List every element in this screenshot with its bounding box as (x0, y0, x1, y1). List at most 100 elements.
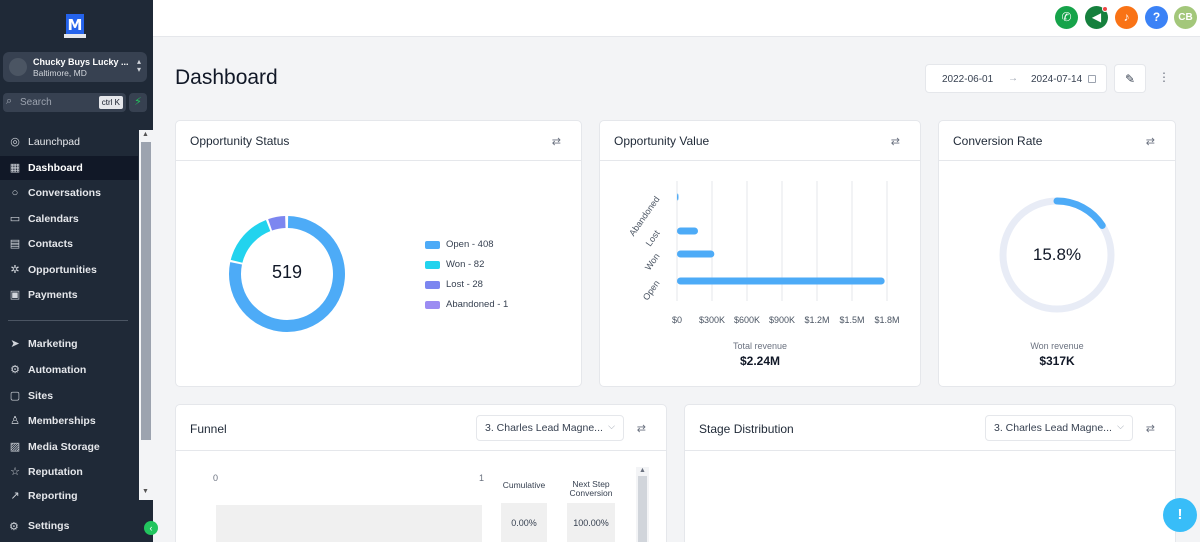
page-title: Dashboard (175, 66, 278, 89)
sidebar-item-payments[interactable]: ▣ Payments (0, 283, 138, 307)
sidebar-item-reporting[interactable]: ↗ Reporting (0, 485, 138, 503)
scrollbar-thumb[interactable] (638, 476, 647, 542)
date-end[interactable]: 2024-07-14 (1031, 74, 1083, 85)
select-value: 3. Charles Lead Magne... (994, 422, 1112, 434)
bar-abandoned[interactable] (677, 193, 679, 201)
next-step-value: 100.00% (573, 518, 609, 528)
filter-icon[interactable]: ⇄ (1145, 136, 1155, 148)
opportunity-status-donut (229, 216, 345, 332)
calendar-icon: ▭ (9, 213, 21, 225)
help-icon: ? (1152, 10, 1161, 24)
sidebar-item-memberships[interactable]: ♙ Memberships (0, 409, 138, 433)
search-placeholder: Search (20, 97, 52, 108)
x-tick-label: $300K (699, 315, 725, 325)
edit-dashboard-button[interactable]: ✎ (1114, 64, 1146, 93)
legend-won[interactable]: Won - 82 (425, 259, 484, 270)
funnel-pipeline-select[interactable]: 3. Charles Lead Magne... ⌵ (476, 415, 624, 441)
help-button[interactable]: ? (1145, 6, 1168, 29)
filter-icon[interactable]: ⇄ (1145, 423, 1155, 435)
avatar-initials: CB (1178, 12, 1193, 23)
support-chat-button[interactable]: ! (1163, 498, 1197, 532)
legend-open[interactable]: Open - 408 (425, 239, 494, 250)
sidebar-item-calendars[interactable]: ▭ Calendars (0, 207, 138, 231)
sidebar-item-label: Launchpad (28, 136, 80, 148)
sidebar-item-label: Media Storage (28, 441, 100, 453)
filter-icon[interactable]: ⇄ (636, 423, 646, 435)
card-title: Funnel (190, 422, 227, 436)
x-tick-label: $900K (769, 315, 795, 325)
announcements-button[interactable]: ◀ (1085, 6, 1108, 29)
x-tick-label: $1.8M (874, 315, 899, 325)
notification-dot (1102, 6, 1108, 12)
sidebar-item-sites[interactable]: ▢ Sites (0, 384, 138, 408)
select-value: 3. Charles Lead Magne... (485, 422, 603, 434)
notifications-button[interactable]: ♪ (1115, 6, 1138, 29)
legend-lost[interactable]: Lost - 28 (425, 279, 483, 290)
filter-icon[interactable]: ⇄ (551, 136, 561, 148)
sidebar-item-dashboard[interactable]: ▦ Dashboard (0, 156, 138, 180)
pencil-icon: ✎ (1124, 72, 1136, 86)
sidebar-item-marketing[interactable]: ➤ Marketing (0, 332, 138, 356)
sidebar-item-label: Conversations (28, 187, 101, 199)
user-avatar[interactable]: CB (1174, 6, 1197, 29)
donut-slice-lost[interactable] (268, 216, 286, 231)
sidebar-item-media-storage[interactable]: ▨ Media Storage (0, 435, 138, 459)
opportunity-value-card: Opportunity Value ⇄ $0 $300K $600K $900K $1.… (599, 120, 921, 387)
legend-label: Open - 408 (446, 239, 494, 250)
donut-slice-open[interactable] (229, 216, 345, 332)
stage-pipeline-select[interactable]: 3. Charles Lead Magne... ⌵ (985, 415, 1133, 441)
sidebar-item-opportunities[interactable]: ✲ Opportunities (0, 258, 138, 282)
sidebar-item-automation[interactable]: ⚙ Automation (0, 358, 138, 382)
card-header: Opportunity Value ⇄ (600, 121, 920, 161)
more-options-button[interactable]: ⋮ (1158, 70, 1170, 84)
sidebar-item-reputation[interactable]: ☆ Reputation (0, 460, 138, 484)
conversion-rate-percent: 15.8% (1032, 245, 1082, 264)
account-name: Chucky Buys Lucky ... (33, 57, 129, 67)
card-title: Opportunity Value (614, 134, 710, 148)
bar-lost[interactable] (677, 227, 698, 235)
filter-icon[interactable]: ⇄ (890, 136, 900, 148)
search-shortcut: ctrl K (98, 96, 123, 109)
total-revenue-value: $2.24M (739, 354, 781, 368)
x-tick-label: $1.5M (839, 315, 864, 325)
funnel-scrollbar[interactable]: ▲ (636, 467, 649, 542)
chat-icon: ! (1177, 506, 1183, 523)
sidebar-item-label: Sites (28, 390, 54, 402)
date-start[interactable]: 2022-06-01 (942, 74, 994, 85)
sidebar-item-launchpad[interactable]: ◎ Launchpad (0, 130, 138, 154)
next-step-header: Next Step Conversion (569, 479, 613, 498)
donut-slice-won[interactable] (230, 219, 271, 264)
sidebar-scrollbar[interactable]: ▲ ▼ (139, 130, 153, 500)
legend-abandoned[interactable]: Abandoned - 1 (425, 299, 508, 310)
scroll-up-arrow-icon[interactable]: ▲ (142, 131, 149, 138)
search-input[interactable]: ⌕ Search ctrl K (3, 93, 126, 112)
company-logo[interactable]: M (60, 10, 90, 40)
sidebar: M Chucky Buys Lucky ... Baltimore, MD ▴ ▾… (0, 0, 153, 542)
legend-label: Abandoned - 1 (446, 299, 509, 310)
legend-label: Lost - 28 (446, 279, 483, 290)
sidebar-item-label: Calendars (28, 213, 79, 225)
sidebar-item-conversations[interactable]: ○ Conversations (0, 181, 138, 205)
funnel-bar (216, 505, 482, 542)
phone-button[interactable]: ✆ (1055, 6, 1078, 29)
quick-actions-bolt-icon[interactable]: ⚡ (129, 93, 147, 112)
sidebar-item-label: Settings (28, 520, 70, 532)
collapse-sidebar-button[interactable]: ‹ (144, 521, 158, 535)
search-icon: ⌕ (6, 95, 13, 107)
payments-icon: ▣ (9, 289, 21, 301)
date-range-picker[interactable]: 2022-06-01 → 2024-07-14 (925, 64, 1107, 93)
scroll-up-arrow-icon[interactable]: ▲ (639, 467, 646, 474)
account-switcher[interactable]: Chucky Buys Lucky ... Baltimore, MD ▴ ▾ (3, 52, 147, 82)
megaphone-icon: ◀ (1091, 10, 1102, 24)
card-title: Stage Distribution (699, 422, 794, 436)
scroll-down-arrow-icon[interactable]: ▼ (142, 488, 149, 495)
sidebar-item-label: Dashboard (28, 162, 83, 174)
bar-open[interactable] (677, 277, 885, 285)
donut-total: 519 (271, 262, 303, 282)
x-tick-label: $600K (734, 315, 760, 325)
sidebar-item-contacts[interactable]: ▤ Contacts (0, 232, 138, 256)
sidebar-item-settings[interactable]: ⚙ Settings (0, 514, 153, 538)
bar-won[interactable] (677, 250, 715, 258)
scrollbar-thumb[interactable] (141, 142, 151, 440)
legend-label: Won - 82 (446, 259, 485, 270)
